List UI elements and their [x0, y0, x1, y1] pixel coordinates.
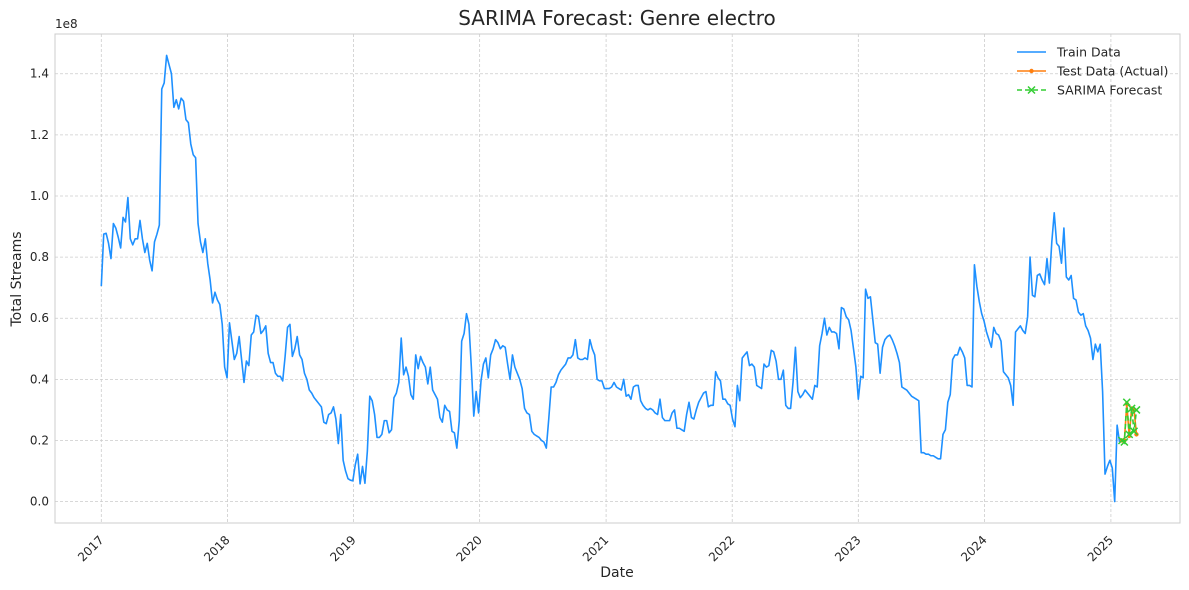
legend-marker-sarima-forecast [1027, 85, 1036, 95]
tick-layer: 0.0 0.2 0.4 0.6 0.8 1.0 1.2 1.4 2017 2018 2019 2020… [30, 67, 1116, 565]
x-tick-label: 2020 [453, 533, 484, 564]
legend-label-sarima-forecast: SARIMA Forecast [1057, 83, 1162, 98]
y-offset-label: 1e8 [55, 17, 78, 31]
chart-title: SARIMA Forecast: Genre electro [458, 6, 776, 30]
sarima-forecast-point [1132, 405, 1141, 414]
plot-frame [54, 33, 1181, 524]
x-tick-label: 2021 [580, 533, 611, 564]
y-tick-label: 0.0 [30, 495, 49, 509]
y-axis-label: Total Streams [9, 231, 25, 327]
x-tick-label: 2022 [706, 533, 737, 564]
y-tick-label: 1.4 [30, 67, 49, 81]
sarima-forecast-point [1120, 437, 1129, 447]
sarima-forecast-point-stroke [1125, 430, 1134, 439]
sarima-forecast-point-stroke [1127, 404, 1136, 413]
grid-layer [55, 34, 1180, 523]
y-tick-label: 0.8 [30, 250, 49, 264]
y-tick-label: 0.6 [30, 311, 49, 325]
x-axis-label: Date [600, 565, 633, 581]
sarima-forecast-point-stroke [1130, 427, 1139, 436]
series-layer [100, 54, 1141, 503]
y-tick-label: 0.4 [30, 372, 49, 386]
y-tick-label: 1.2 [30, 128, 49, 142]
sarima-forecast-point [1130, 427, 1139, 436]
sarima-forecast-point [1125, 430, 1134, 439]
x-tick-label: 2023 [832, 533, 863, 564]
legend: Train Data Test Data (Actual) SARIMA Forec… [1017, 45, 1168, 98]
x-tick-label: 2017 [75, 533, 106, 564]
legend-marker-test-data-actual [1029, 68, 1034, 74]
sarima-forecast-point-stroke [1132, 405, 1141, 414]
train-data-line [100, 54, 1121, 503]
x-tick-label: 2019 [327, 533, 358, 564]
y-tick-label: 1.0 [30, 189, 49, 203]
x-tick-label: 2024 [958, 533, 989, 564]
y-tick-label: 0.2 [30, 433, 49, 447]
x-tick-label: 2018 [201, 533, 232, 564]
legend-label-train-data: Train Data [1056, 45, 1121, 60]
legend-label-test-data-actual: Test Data (Actual) [1056, 64, 1168, 79]
sarima-forecast-point [1122, 398, 1131, 407]
x-tick-label: 2025 [1085, 533, 1116, 564]
sarima-forecast-point-stroke [1122, 398, 1131, 407]
sarima-forecast-point [1127, 404, 1136, 413]
sarima-forecast-point-stroke [1120, 437, 1129, 447]
